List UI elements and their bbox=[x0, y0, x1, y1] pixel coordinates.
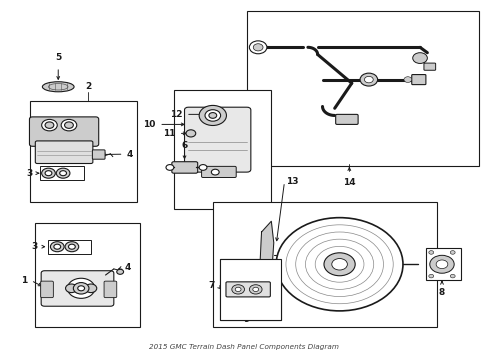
Circle shape bbox=[65, 284, 77, 293]
Text: 2: 2 bbox=[85, 82, 91, 91]
Circle shape bbox=[185, 130, 195, 137]
Circle shape bbox=[449, 251, 454, 254]
Text: 11: 11 bbox=[163, 129, 175, 138]
FancyBboxPatch shape bbox=[335, 114, 357, 125]
Ellipse shape bbox=[42, 82, 74, 92]
Text: 14: 14 bbox=[342, 178, 355, 187]
Bar bbox=[173, 90, 271, 209]
Circle shape bbox=[249, 41, 266, 54]
Circle shape bbox=[403, 77, 411, 82]
Text: 7: 7 bbox=[207, 281, 214, 290]
Circle shape bbox=[78, 286, 84, 291]
Text: 9: 9 bbox=[243, 315, 250, 324]
Circle shape bbox=[65, 242, 79, 252]
Circle shape bbox=[428, 251, 433, 254]
Circle shape bbox=[199, 165, 206, 170]
Circle shape bbox=[412, 53, 427, 63]
Circle shape bbox=[252, 287, 258, 292]
Circle shape bbox=[61, 120, 77, 131]
FancyBboxPatch shape bbox=[29, 117, 99, 146]
Circle shape bbox=[249, 285, 262, 294]
Circle shape bbox=[204, 110, 220, 121]
Bar bbox=[40, 166, 83, 180]
Circle shape bbox=[208, 113, 216, 118]
FancyBboxPatch shape bbox=[35, 141, 93, 163]
Text: 1: 1 bbox=[21, 276, 27, 285]
Circle shape bbox=[276, 218, 402, 311]
Polygon shape bbox=[259, 221, 273, 297]
Bar bbox=[220, 259, 281, 320]
Bar bbox=[35, 223, 140, 327]
Circle shape bbox=[54, 244, 61, 249]
Circle shape bbox=[45, 122, 54, 129]
Circle shape bbox=[231, 285, 244, 294]
Circle shape bbox=[85, 284, 97, 293]
FancyBboxPatch shape bbox=[184, 107, 250, 172]
Bar bbox=[30, 101, 137, 202]
Text: 10: 10 bbox=[143, 120, 156, 129]
Circle shape bbox=[435, 260, 447, 269]
FancyBboxPatch shape bbox=[225, 282, 270, 297]
Circle shape bbox=[324, 253, 354, 276]
Circle shape bbox=[359, 73, 377, 86]
Text: 2015 GMC Terrain Dash Panel Components Diagram: 2015 GMC Terrain Dash Panel Components D… bbox=[149, 344, 339, 350]
Text: 3: 3 bbox=[31, 242, 37, 251]
Circle shape bbox=[67, 278, 95, 298]
FancyBboxPatch shape bbox=[92, 150, 105, 159]
FancyBboxPatch shape bbox=[41, 281, 53, 298]
Bar bbox=[425, 248, 460, 280]
Circle shape bbox=[428, 274, 433, 278]
FancyBboxPatch shape bbox=[411, 75, 425, 85]
Circle shape bbox=[429, 255, 453, 273]
Text: 5: 5 bbox=[55, 53, 61, 62]
Text: 13: 13 bbox=[285, 177, 298, 186]
Text: 4: 4 bbox=[126, 150, 133, 159]
FancyBboxPatch shape bbox=[41, 271, 114, 306]
FancyBboxPatch shape bbox=[423, 63, 435, 70]
Circle shape bbox=[64, 122, 73, 129]
Circle shape bbox=[449, 274, 454, 278]
Circle shape bbox=[235, 287, 241, 292]
Circle shape bbox=[68, 244, 75, 249]
Text: 12: 12 bbox=[169, 110, 182, 119]
Circle shape bbox=[199, 105, 226, 126]
Circle shape bbox=[165, 165, 173, 170]
Bar bbox=[212, 202, 436, 327]
Circle shape bbox=[211, 169, 219, 175]
FancyBboxPatch shape bbox=[171, 162, 197, 173]
Circle shape bbox=[50, 242, 64, 252]
Circle shape bbox=[364, 76, 372, 83]
Circle shape bbox=[41, 120, 57, 131]
Circle shape bbox=[45, 171, 52, 176]
Circle shape bbox=[73, 283, 89, 294]
FancyBboxPatch shape bbox=[201, 166, 236, 177]
Circle shape bbox=[331, 258, 346, 270]
Text: 3: 3 bbox=[26, 169, 32, 178]
Bar bbox=[246, 12, 478, 166]
Circle shape bbox=[60, 171, 66, 176]
Circle shape bbox=[117, 269, 123, 274]
Circle shape bbox=[41, 168, 55, 178]
FancyBboxPatch shape bbox=[104, 281, 117, 298]
Text: 6: 6 bbox=[181, 141, 187, 150]
Text: 4: 4 bbox=[125, 264, 131, 273]
Circle shape bbox=[56, 168, 70, 178]
Bar bbox=[48, 240, 91, 253]
Circle shape bbox=[253, 44, 263, 51]
Text: 8: 8 bbox=[438, 288, 444, 297]
Bar bbox=[220, 259, 281, 320]
